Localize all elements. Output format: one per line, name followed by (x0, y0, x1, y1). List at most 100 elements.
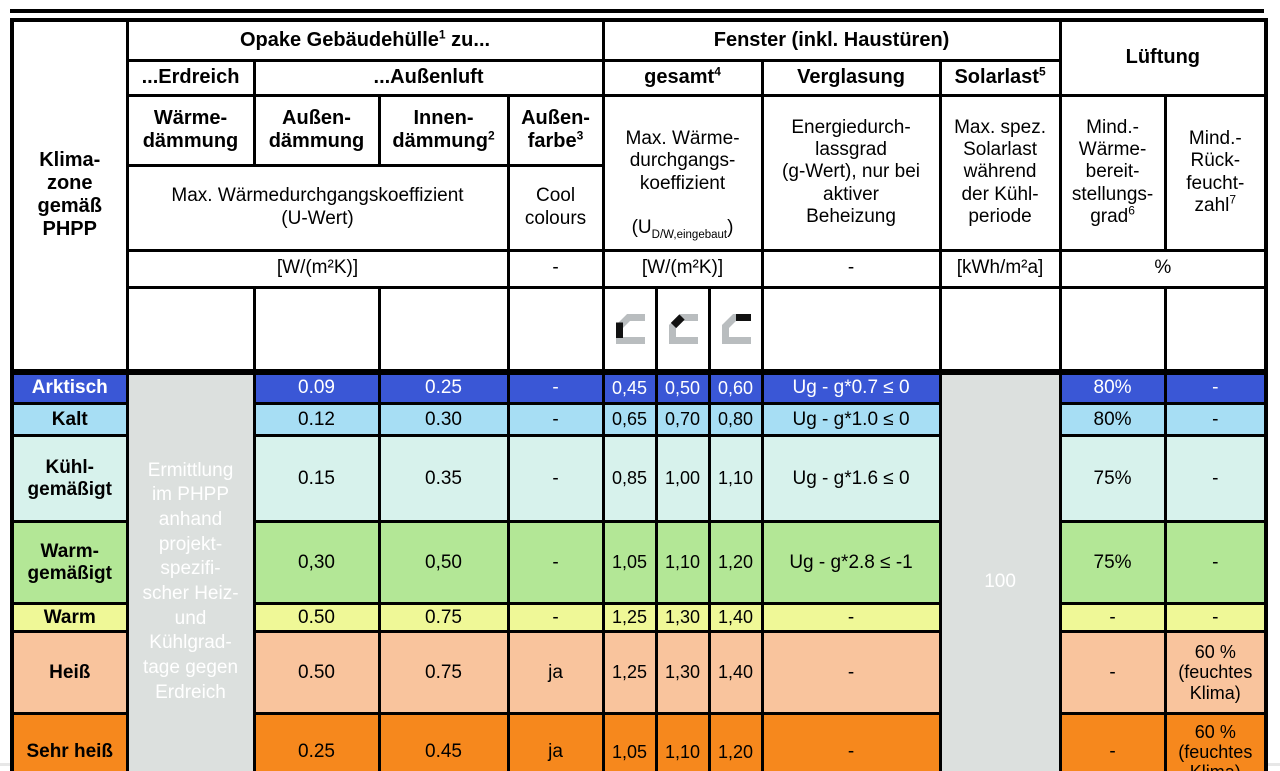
header-solarlast: Solarlast5 (938, 58, 1062, 97)
heiss-waermebereitstellungsgrad: - (1058, 630, 1167, 716)
heiss-gesamt-1: 1,25 (601, 630, 658, 716)
kuehl-verglasung: Ug - g*1.6 ≤ 0 (760, 434, 942, 524)
warmgem-verglasung: Ug - g*2.8 ≤ -1 (760, 520, 942, 606)
heiss-gesamt-3: 1,40 (707, 630, 764, 716)
sehrheiss-verglasung: - (760, 712, 942, 771)
row-warm: Warm 0.50 0.75 - 1,25 1,30 1,40 - - - (10, 602, 1268, 634)
footnote-5: 5 (1038, 64, 1046, 79)
header-aussendaemmung: Außen- dämmung (252, 93, 381, 167)
footnote-2: 2 (487, 128, 495, 143)
solarlast-text: Solarlast (954, 65, 1039, 88)
u-symbol-prefix: (U (631, 216, 652, 238)
warm-rueckfeuchtzahl: - (1163, 602, 1268, 634)
header-max-u-fenster: Max. Wärme- durchgangs- koeffizient (UD/… (601, 93, 764, 252)
sehrheiss-gesamt-1: 1,05 (601, 712, 658, 771)
kuehl-gesamt-1: 0,85 (601, 434, 658, 524)
gesamt-icon-cell-3 (707, 285, 764, 374)
kalt-waermebereitstellungsgrad: 80% (1058, 402, 1167, 438)
empty-cell-solarlast (938, 285, 1062, 374)
warmgem-aussendaemmung: 0,30 (252, 520, 381, 606)
heiss-rueckfeuchtzahl: 60 % (feuchtes Klima) (1163, 630, 1268, 716)
header-cool-colours: Cool colours (506, 163, 605, 252)
kalt-gesamt-1: 0,65 (601, 402, 658, 438)
warm-label: Warm (10, 602, 129, 634)
header-max-spez-solarlast: Max. spez. Solarlast während der Kühl- p… (938, 93, 1062, 252)
arktisch-aussenfarbe: - (506, 368, 605, 406)
kuehl-aussendaemmung: 0.15 (252, 434, 381, 524)
footnote-3: 3 (576, 128, 584, 143)
warm-verglasung: - (760, 602, 942, 634)
opake-text: Opake Gebäudehülle (239, 28, 439, 51)
heiss-label: Heiß (10, 630, 129, 716)
header-gesamt: gesamt4 (601, 58, 764, 97)
empty-cell-verglasung (760, 285, 942, 374)
empty-cell-waermedaemmung (125, 285, 256, 374)
sehrheiss-gesamt-2: 1,10 (654, 712, 711, 771)
header-aussenluft: ...Außenluft (252, 58, 605, 97)
unit-percent: % (1058, 248, 1268, 289)
warmgem-innendaemmung: 0,50 (377, 520, 510, 606)
header-opake-huelle: Opake Gebäudehülle1 zu... (125, 18, 605, 62)
arktisch-aussendaemmung: 0.09 (252, 368, 381, 406)
heiss-aussenfarbe: ja (506, 630, 605, 716)
window-frame-over-insulated-icon (721, 313, 751, 344)
warm-innendaemmung: 0.75 (377, 602, 510, 634)
mind-waerme-text: Mind.- Wärme- bereit- stellungs- grad (1071, 117, 1154, 227)
gesamt-icon-cell-1 (601, 285, 658, 374)
kuehl-innendaemmung: 0.35 (377, 434, 510, 524)
header-waermedaemmung: Wärme- dämmung (125, 93, 256, 167)
opake-text-suffix: zu... (445, 28, 491, 51)
header-energiedurchlassgrad: Energiedurch- lassgrad (g-Wert), nur bei… (760, 93, 942, 252)
u-symbol-subscript: D/W,eingebaut (651, 228, 728, 241)
sehrheiss-aussenfarbe: ja (506, 712, 605, 771)
kuehl-aussenfarbe: - (506, 434, 605, 524)
empty-cell-innendaemmung (377, 285, 510, 374)
unit-dash-verglasung: - (760, 248, 942, 289)
unit-solarlast: [kWh/m²a] (938, 248, 1062, 289)
empty-cell-aussenfarbe (506, 285, 605, 374)
warmgem-gesamt-3: 1,20 (707, 520, 764, 606)
unit-dash-farbe: - (506, 248, 605, 289)
kuehl-label: Kühl- gemäßigt (10, 434, 129, 524)
heiss-verglasung: - (760, 630, 942, 716)
footnote-1: 1 (438, 27, 446, 41)
sehrheiss-waermebereitstellungsgrad: - (1058, 712, 1167, 771)
empty-cell-aussendaemmung (252, 285, 381, 374)
max-u-fenster-lines: Max. Wärme- durchgangs- koeffizient (625, 128, 740, 194)
sehrheiss-gesamt-3: 1,20 (707, 712, 764, 771)
warm-aussenfarbe: - (506, 602, 605, 634)
heiss-gesamt-2: 1,30 (654, 630, 711, 716)
kalt-gesamt-3: 0,80 (707, 402, 764, 438)
header-erdreich: ...Erdreich (125, 58, 256, 97)
sehrheiss-aussendaemmung: 0.25 (252, 712, 381, 771)
warmgem-gesamt-1: 1,05 (601, 520, 658, 606)
header-aussenfarbe: Außen- farbe3 (506, 93, 605, 167)
gesamt-text: gesamt (644, 65, 715, 88)
header-innendaemmung: Innen- dämmung2 (377, 93, 510, 167)
arktisch-waermebereitstellungsgrad: 80% (1058, 368, 1167, 406)
kalt-innendaemmung: 0.30 (377, 402, 510, 438)
arktisch-innendaemmung: 0.25 (377, 368, 510, 406)
header-verglasung: Verglasung (760, 58, 942, 97)
mind-rueckfeucht-text: Mind.- Rück- feucht- zahl (1186, 128, 1245, 216)
warmgem-rueckfeuchtzahl: - (1163, 520, 1268, 606)
kalt-label: Kalt (10, 402, 129, 438)
warm-gesamt-3: 1,40 (707, 602, 764, 634)
arktisch-label: Arktisch (10, 368, 129, 406)
header-klimazone: Klima- zone gemäß PHPP (10, 18, 129, 374)
innendaemmung-text: Innen- dämmung (392, 106, 488, 152)
solarlast-merged-value: 100 (938, 368, 1062, 771)
header-mind-waermebereitstellungsgrad: Mind.- Wärme- bereit- stellungs- grad6 (1058, 93, 1167, 252)
kalt-aussendaemmung: 0.12 (252, 402, 381, 438)
kuehl-waermebereitstellungsgrad: 75% (1058, 434, 1167, 524)
unit-u-opak: [W/(m²K)] (125, 248, 510, 289)
kalt-rueckfeuchtzahl: - (1163, 402, 1268, 438)
kalt-gesamt-2: 0,70 (654, 402, 711, 438)
arktisch-gesamt-3: 0,60 (707, 368, 764, 406)
phpp-climate-zone-table: Klima- zone gemäß PHPP Opake Gebäudehüll… (10, 18, 1269, 771)
warm-gesamt-2: 1,30 (654, 602, 711, 634)
header-max-u-opak: Max. Wärmedurchgangskoeffizient (U-Wert) (125, 163, 510, 252)
unit-u-fenster: [W/(m²K)] (601, 248, 764, 289)
arktisch-rueckfeuchtzahl: - (1163, 368, 1268, 406)
